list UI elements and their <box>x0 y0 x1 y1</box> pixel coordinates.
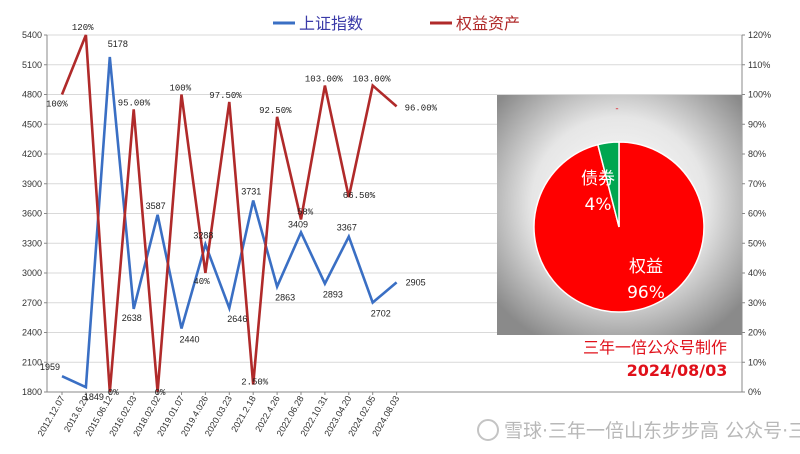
data-label-equity: 0% <box>108 388 119 398</box>
data-label-equity: 120% <box>72 23 94 33</box>
pie-slice-label: 96% <box>627 283 665 303</box>
data-label-shanghai: 3587 <box>146 201 166 211</box>
right-tick-label: 120% <box>748 30 771 40</box>
data-label-shanghai: 2863 <box>275 293 295 303</box>
pie-slice-name: 权益 <box>629 257 663 277</box>
left-tick-label: 2400 <box>22 328 42 338</box>
data-label-shanghai: 3409 <box>288 219 308 229</box>
right-tick-label: 110% <box>748 60 770 70</box>
left-tick-label: 3900 <box>22 179 42 189</box>
left-tick-label: 5100 <box>22 60 42 70</box>
right-tick-label: 70% <box>748 179 766 189</box>
series-line-shanghai <box>61 56 398 390</box>
right-tick-label: 60% <box>748 209 766 219</box>
data-label-equity: 66.50% <box>343 191 376 201</box>
data-label-shanghai: 2702 <box>371 309 391 319</box>
left-tick-label: 2700 <box>22 298 42 308</box>
legend-label-shanghai: 上证指数 <box>299 14 363 33</box>
data-label-equity: 0% <box>155 388 166 398</box>
data-label-shanghai: 2638 <box>122 313 142 323</box>
series-labels: 1959 1849 5178 2638 3587 2440 3288 2646 3731 2863… <box>40 23 438 402</box>
data-label-equity: 100% <box>170 84 192 94</box>
pie-small-mark: - <box>615 104 618 114</box>
pie-slice <box>596 141 620 228</box>
right-axis-ticks: 0% 10% 20% 30% 40% 50% 60% 70% 80% 90% 100% 110% 120… <box>742 30 771 397</box>
series-lines <box>60 34 398 393</box>
right-tick-label: 80% <box>748 149 766 159</box>
data-label-equity: 95.00% <box>118 98 151 108</box>
right-tick-label: 30% <box>748 298 766 308</box>
credit-line: 三年一倍公众号制作 <box>583 338 727 357</box>
left-tick-label: 3000 <box>22 268 42 278</box>
data-label-equity: 96.00% <box>405 103 438 113</box>
watermark-logo-icon <box>477 419 499 441</box>
left-tick-label: 4500 <box>22 119 42 129</box>
watermark: 雪球·三年一倍山东步步高 公众号·三年一倍 <box>477 419 800 442</box>
pie-chart: 权益 96% 债券 4% <box>533 141 705 313</box>
right-tick-label: 10% <box>748 357 766 367</box>
data-label-shanghai: 2440 <box>180 335 200 345</box>
left-tick-label: 2100 <box>22 357 42 367</box>
data-label-shanghai: 3367 <box>337 223 357 233</box>
data-label-shanghai: 5178 <box>108 39 128 49</box>
data-label-equity: 100% <box>46 100 68 110</box>
left-tick-label: 4200 <box>22 149 42 159</box>
right-tick-label: 90% <box>748 119 766 129</box>
right-tick-label: 100% <box>748 90 771 100</box>
left-tick-label: 1800 <box>22 387 42 397</box>
series-line-equity <box>60 34 398 393</box>
data-label-shanghai: 3288 <box>193 230 213 240</box>
data-label-shanghai: 3731 <box>241 187 261 197</box>
data-label-shanghai: 1959 <box>40 362 60 372</box>
credit-date: 2024/08/03 <box>627 361 728 380</box>
pie-slice-label: 4% <box>585 195 612 215</box>
data-label-shanghai: 2646 <box>227 314 247 324</box>
data-label-equity: 58% <box>297 207 314 217</box>
right-tick-label: 20% <box>748 328 766 338</box>
data-label-equity: 2.50% <box>241 378 269 388</box>
data-label-shanghai: 2905 <box>406 277 426 287</box>
data-label-equity: 103.00% <box>305 75 343 85</box>
x-tick-label: 2012.12.07 <box>36 394 67 438</box>
right-tick-label: 50% <box>748 238 766 248</box>
data-label-equity: 103.00% <box>353 75 391 85</box>
right-tick-label: 40% <box>748 268 766 278</box>
watermark-text: 雪球·三年一倍山东步步高 公众号·三年一倍 <box>504 420 800 442</box>
legend-label-equity: 权益资产 <box>456 14 520 33</box>
left-tick-label: 4800 <box>22 90 42 100</box>
right-tick-label: 0% <box>748 387 761 397</box>
left-axis-ticks: 1800 2100 2400 2700 3000 3300 3600 3900 4200 4500… <box>22 30 47 397</box>
left-tick-label: 5400 <box>22 30 42 40</box>
left-tick-label: 3600 <box>22 209 42 219</box>
data-label-equity: 40% <box>193 277 210 287</box>
pie-slice-name: 债券 <box>581 169 615 189</box>
data-label-shanghai: 1849 <box>84 392 104 402</box>
left-tick-label: 3300 <box>22 238 42 248</box>
data-label-shanghai: 2893 <box>323 290 343 300</box>
data-label-equity: 92.50% <box>259 106 292 116</box>
data-label-equity: 97.50% <box>209 91 242 101</box>
